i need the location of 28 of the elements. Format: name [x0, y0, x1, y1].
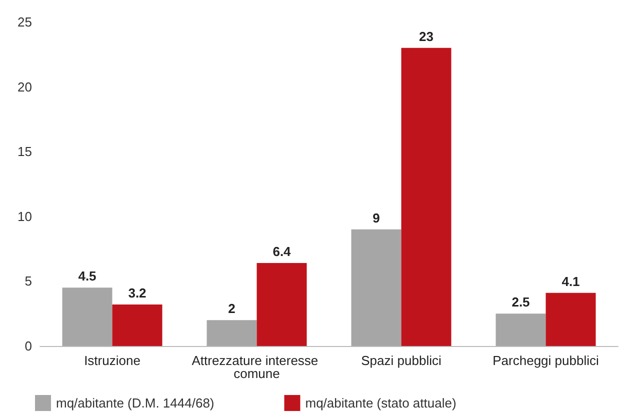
legend-label: mq/abitante (D.M. 1444/68) — [56, 396, 214, 410]
y-tick-label: 0 — [24, 338, 32, 354]
data-label: 9 — [372, 210, 380, 226]
y-tick-label: 5 — [24, 274, 32, 289]
y-tick-label: 10 — [18, 208, 32, 224]
bar — [62, 288, 112, 346]
data-label: 23 — [419, 28, 434, 44]
bar — [401, 48, 452, 346]
bar — [546, 292, 596, 346]
bar — [112, 304, 162, 346]
legend-label: mq/abitante (stato attuale) — [305, 396, 456, 410]
y-tick-label: 20 — [18, 79, 32, 94]
data-label: 6.4 — [272, 244, 292, 260]
bar — [256, 263, 307, 346]
y-tick-label: 15 — [18, 144, 32, 160]
bar — [351, 229, 402, 346]
data-label: 2 — [228, 301, 236, 316]
y-tick-label: 25 — [18, 14, 32, 30]
data-label: 3.2 — [128, 286, 146, 301]
data-label: 4.1 — [562, 274, 580, 289]
bar — [206, 320, 257, 346]
data-label: 4.5 — [78, 268, 96, 284]
bar — [496, 314, 546, 346]
data-label: 2.5 — [512, 294, 530, 310]
x-tick-label: Istruzione — [84, 353, 140, 368]
x-tick-label: Attrezzature interesse comune — [192, 353, 322, 381]
x-tick-label: Spazi pubblici — [361, 353, 442, 368]
x-tick-label: Parcheggi pubblici — [492, 353, 599, 368]
